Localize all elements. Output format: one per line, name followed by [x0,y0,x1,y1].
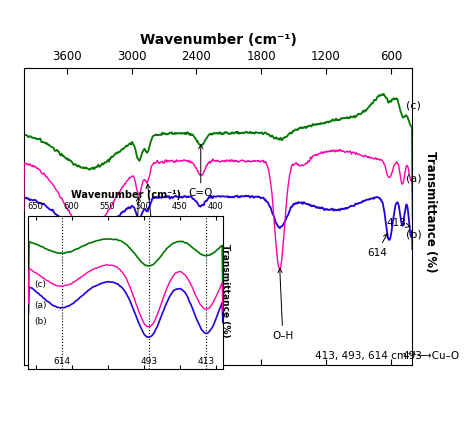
Text: 614: 614 [367,234,387,258]
X-axis label: Wavenumber (cm⁻¹): Wavenumber (cm⁻¹) [140,33,296,47]
Text: (b): (b) [406,229,422,240]
Text: Transmittance (%): Transmittance (%) [424,151,437,273]
Text: C–H: C–H [127,197,147,238]
Text: (a): (a) [406,173,421,184]
Text: (b): (b) [34,317,47,326]
Text: O–H: O–H [272,268,293,341]
Text: 413: 413 [198,357,215,366]
Text: 413: 413 [386,218,410,228]
Text: 493: 493 [140,357,157,366]
X-axis label: Wavenumber (cm⁻¹): Wavenumber (cm⁻¹) [71,190,181,200]
Text: 614: 614 [53,357,70,366]
Text: Transmittance (%): Transmittance (%) [221,244,230,337]
Text: 493: 493 [402,351,422,361]
Text: C=O: C=O [189,145,213,198]
Text: 413, 493, 614 cm⁻¹⟶Cu–O: 413, 493, 614 cm⁻¹⟶Cu–O [315,351,459,361]
Text: (c): (c) [34,280,46,289]
Text: (c): (c) [406,100,421,110]
Text: O–H: O–H [96,243,153,327]
Text: (a): (a) [34,301,47,310]
Text: CH₂: CH₂ [145,184,164,258]
